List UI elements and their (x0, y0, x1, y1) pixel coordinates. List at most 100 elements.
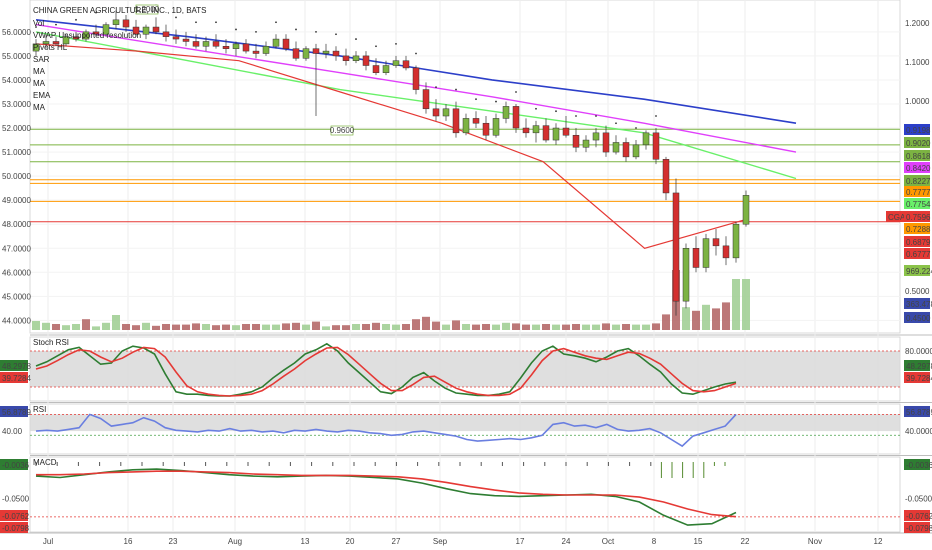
volume-bar (422, 316, 430, 330)
volume-bar (282, 323, 290, 330)
volume-bar (562, 324, 570, 330)
volume-bar (692, 310, 700, 330)
volume-bar (572, 324, 580, 330)
sar-dot (635, 127, 637, 129)
macd-value-left: -0.0762 (2, 512, 30, 521)
volume-bar (192, 323, 200, 330)
volume-bar (702, 304, 710, 330)
volume-bar (592, 324, 600, 330)
candle-body (572, 134, 580, 148)
sar-dot (195, 21, 197, 24)
stoch-value-label-right: 48.2978 (904, 360, 932, 371)
symbol-title: CHINA GREEN AGRICULTURE, INC., 1D, BATS (33, 6, 207, 15)
candle-body (392, 60, 400, 66)
price-value-label: 0.7754 (904, 198, 931, 209)
pivot-high-text: 1.2000 (135, 5, 160, 14)
volume-bar (472, 324, 480, 330)
price-value-label-text: 0.8227 (906, 177, 931, 186)
candle-body (182, 38, 190, 42)
rsi-value-left: 56.8789 (2, 408, 31, 417)
candle-body (412, 67, 420, 90)
x-axis-tick-label: Jul (43, 537, 53, 546)
right-axis-tick-label: 0.5000 (905, 287, 930, 296)
volume-bar (362, 324, 370, 330)
volume-bar (142, 322, 150, 330)
volume-bar (402, 324, 410, 330)
macd-tick-label-left: -0.0500 (2, 495, 30, 504)
price-value-label: 0.6879 (904, 236, 931, 247)
macd-panel (29, 456, 901, 533)
volume-bar (642, 324, 650, 330)
candle-body (252, 50, 260, 54)
volume-bar (42, 322, 50, 330)
x-axis-tick-label: 8 (652, 537, 657, 546)
sar-dot (175, 16, 177, 19)
sar-dot (55, 23, 57, 26)
macd-value-label: -0.0798 (0, 522, 30, 533)
candle-body (602, 132, 610, 153)
candle-body (52, 41, 60, 45)
candle-body (712, 238, 720, 247)
candle-body (372, 65, 380, 73)
candle-body (662, 159, 670, 194)
volume-bar (482, 324, 490, 330)
volume-bar (182, 324, 190, 330)
candle-body (132, 26, 140, 35)
volume-bar (552, 324, 560, 330)
sar-dot (75, 18, 77, 21)
candle-body (442, 108, 450, 117)
volume-bar (212, 325, 220, 330)
volume-bar (222, 324, 230, 330)
candle-body (332, 50, 340, 57)
volume-bar (452, 320, 460, 330)
volume-bar (732, 279, 740, 330)
stoch-tick-label: 80.0000 (905, 347, 932, 356)
volume-bar (102, 322, 110, 330)
candle-body (472, 118, 480, 124)
sar-dot (615, 122, 617, 125)
volume-bar (92, 326, 100, 330)
sar-dot (275, 21, 277, 24)
x-axis-tick-label: 27 (392, 537, 401, 546)
volume-bar (712, 308, 720, 330)
candle-body (742, 195, 750, 225)
candle-body (432, 108, 440, 117)
volume-bar (542, 324, 550, 330)
sar-dot (315, 30, 317, 33)
volume-bar (722, 302, 730, 330)
left-axis-tick-label: 44.0000 (2, 316, 31, 325)
stoch-k-line (35, 342, 737, 397)
volume-bar (122, 324, 130, 330)
candle-body (452, 108, 460, 134)
left-axis-tick-label: 55.0000 (2, 52, 31, 61)
macd-value-label-right: -0.0036 (904, 459, 932, 470)
candle-body (292, 48, 300, 59)
volume-bar (372, 322, 380, 330)
candle-body (652, 132, 660, 160)
sar-dot (95, 11, 97, 14)
sar-dot (335, 33, 337, 36)
pivot-low-text: 0.9600 (330, 126, 355, 135)
rsi-value-label-right: 56.8789 (904, 406, 932, 417)
legend-ma-3: MA (33, 103, 46, 112)
stoch-value-right: 48.2978 (906, 362, 932, 371)
volume-bar (442, 324, 450, 330)
candle-body (42, 41, 50, 45)
price-value-label: 0.4500 (904, 312, 931, 323)
volume-bar (302, 324, 310, 330)
candle-body (642, 132, 650, 146)
stoch-value-label: 48.2978 (0, 360, 31, 371)
left-axis-tick-label: 50.0000 (2, 172, 31, 181)
volume-bar (272, 324, 280, 330)
macd-value-left: -0.0798 (2, 524, 30, 533)
x-axis-tick-label: 13 (301, 537, 310, 546)
macd-tick-label-right: -0.0500 (905, 495, 932, 504)
left-axis-tick-label: 53.0000 (2, 100, 31, 109)
sar-dot (235, 28, 237, 31)
candle-body (382, 65, 390, 73)
sar-dot (375, 45, 377, 48)
pivot-low-label: 0.9600 (330, 125, 355, 136)
volume-bar (232, 325, 240, 330)
macd-value-label: -0.0762 (0, 510, 30, 521)
price-value-label: CGA (886, 211, 906, 222)
